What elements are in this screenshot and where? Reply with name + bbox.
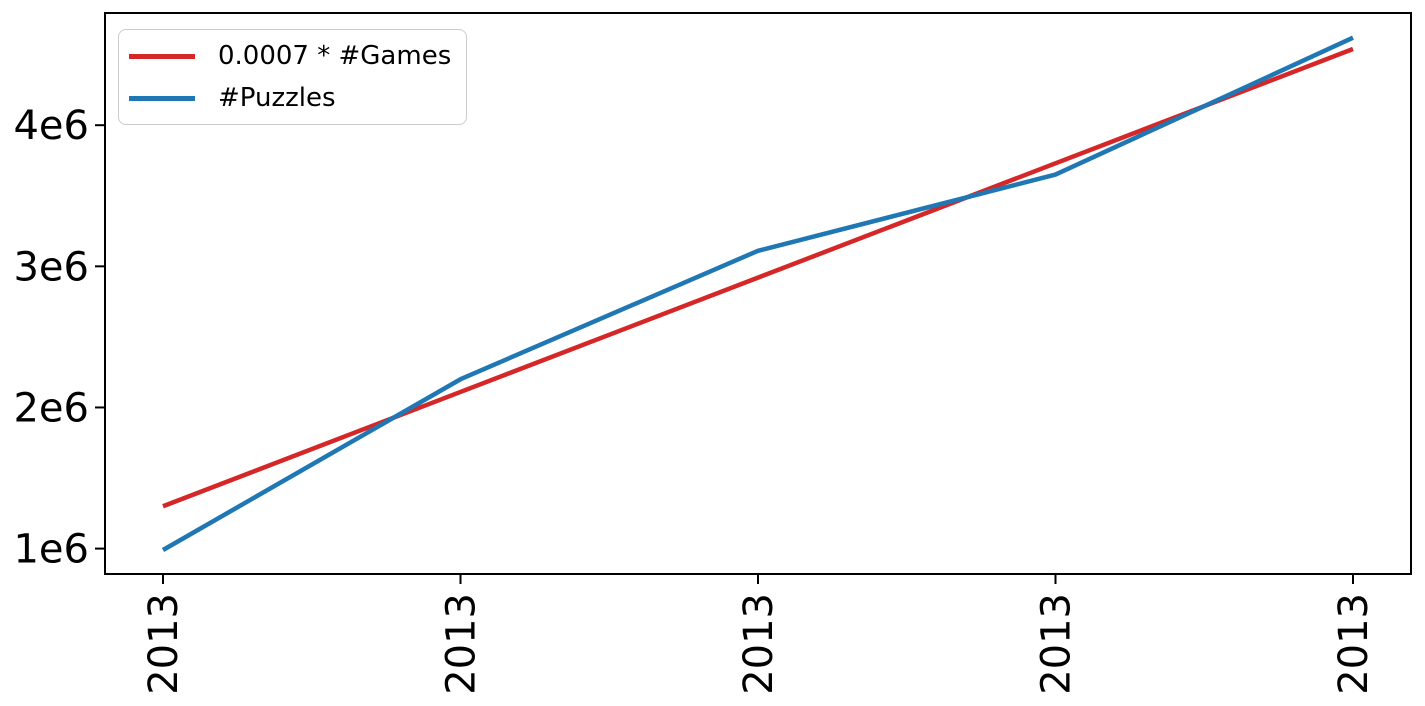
- x-tick-label: 2013: [736, 593, 782, 695]
- y-tick-label: 4e6: [13, 103, 89, 149]
- legend-item-puzzles: #Puzzles: [129, 77, 451, 119]
- legend-item-games: 0.0007 * #Games: [129, 35, 451, 77]
- blue-line-swatch: [129, 95, 195, 101]
- legend: 0.0007 * #Games #Puzzles: [118, 29, 468, 125]
- series-line-puzzles: [161, 35, 1354, 552]
- legend-label-puzzles: #Puzzles: [218, 83, 336, 113]
- x-tick-label: 2013: [439, 593, 485, 695]
- x-tick-label: 2013: [1331, 593, 1377, 695]
- y-tick-label: 3e6: [13, 244, 89, 290]
- y-tick-label: 1e6: [13, 527, 89, 573]
- x-tick-label: 2013: [1033, 593, 1079, 695]
- y-tick-label: 2e6: [13, 385, 89, 431]
- series-line-games: [162, 46, 1354, 509]
- x-tick-label: 2013: [141, 593, 187, 695]
- red-line-swatch: [129, 53, 195, 59]
- legend-label-games: 0.0007 * #Games: [218, 41, 452, 71]
